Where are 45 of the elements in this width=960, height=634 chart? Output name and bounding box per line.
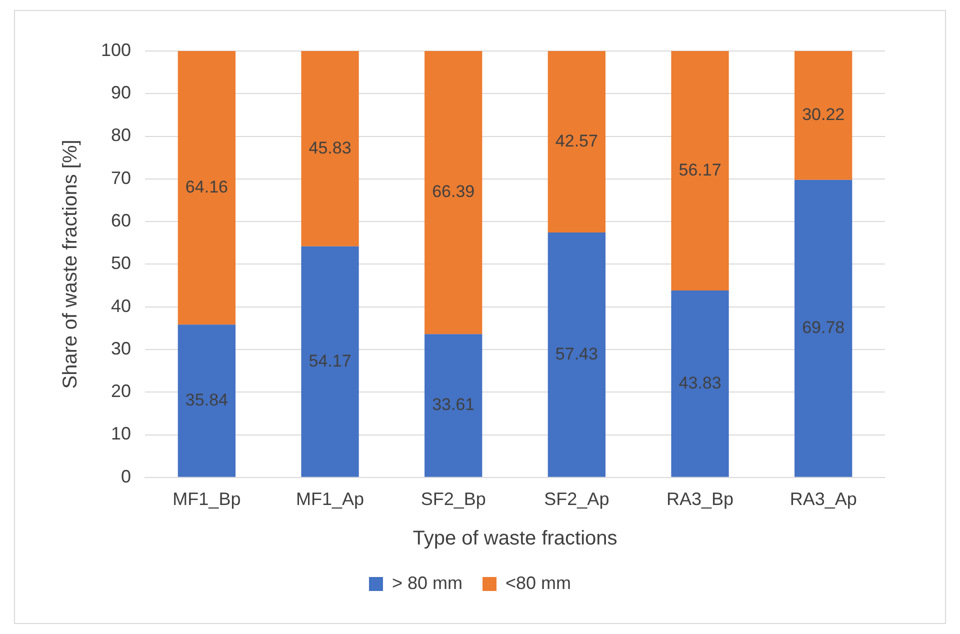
data-label: 69.78 [802, 318, 845, 338]
y-tick-label: 10 [111, 424, 132, 444]
bar [424, 334, 482, 477]
bar [424, 51, 482, 334]
bar [794, 180, 852, 477]
y-tick-label: 30 [111, 338, 132, 358]
y-tick-label: 80 [111, 125, 132, 146]
x-tick-label: SF2_Ap [544, 489, 610, 510]
data-label: 33.61 [432, 395, 475, 414]
bar [671, 51, 729, 291]
bar [178, 51, 236, 325]
bar [671, 290, 729, 477]
data-label: 35.84 [185, 390, 228, 410]
data-label: 57.43 [555, 344, 598, 364]
x-tick-label: MF1_Bp [172, 489, 241, 510]
y-axis-title: Share of waste fractions [%] [60, 140, 82, 389]
data-label: 66.39 [432, 182, 475, 202]
x-tick-label: MF1_Ap [296, 489, 364, 510]
legend-label: <80 mm [506, 572, 572, 593]
y-tick-label: 100 [100, 40, 132, 60]
data-label: 45.83 [308, 138, 352, 158]
data-label: 54.17 [308, 351, 352, 370]
y-tick-label: 40 [111, 296, 132, 316]
bar [301, 51, 359, 246]
legend-label: > 80 mm [392, 572, 463, 593]
y-tick-label: 60 [111, 210, 132, 231]
y-tick-label: 90 [111, 82, 132, 103]
bar [794, 51, 852, 180]
y-tick-label: 70 [111, 168, 132, 188]
x-tick-label: RA3_Ap [790, 489, 857, 510]
data-label: 43.83 [678, 373, 722, 392]
data-label: 30.22 [802, 105, 845, 124]
y-tick-label: 50 [111, 253, 132, 274]
data-label: 56.17 [678, 160, 722, 180]
y-tick-label: 20 [111, 381, 132, 402]
bar [548, 51, 606, 233]
x-axis-title: Type of waste fractions [412, 528, 618, 550]
y-tick-label: 0 [121, 466, 132, 486]
x-tick-label: RA3_Bp [666, 489, 734, 510]
bar [301, 246, 359, 477]
bar [178, 324, 236, 477]
data-label: 64.16 [185, 177, 228, 196]
data-label: 42.57 [555, 131, 598, 150]
bar [548, 232, 606, 477]
x-tick-label: SF2_Bp [420, 489, 486, 510]
